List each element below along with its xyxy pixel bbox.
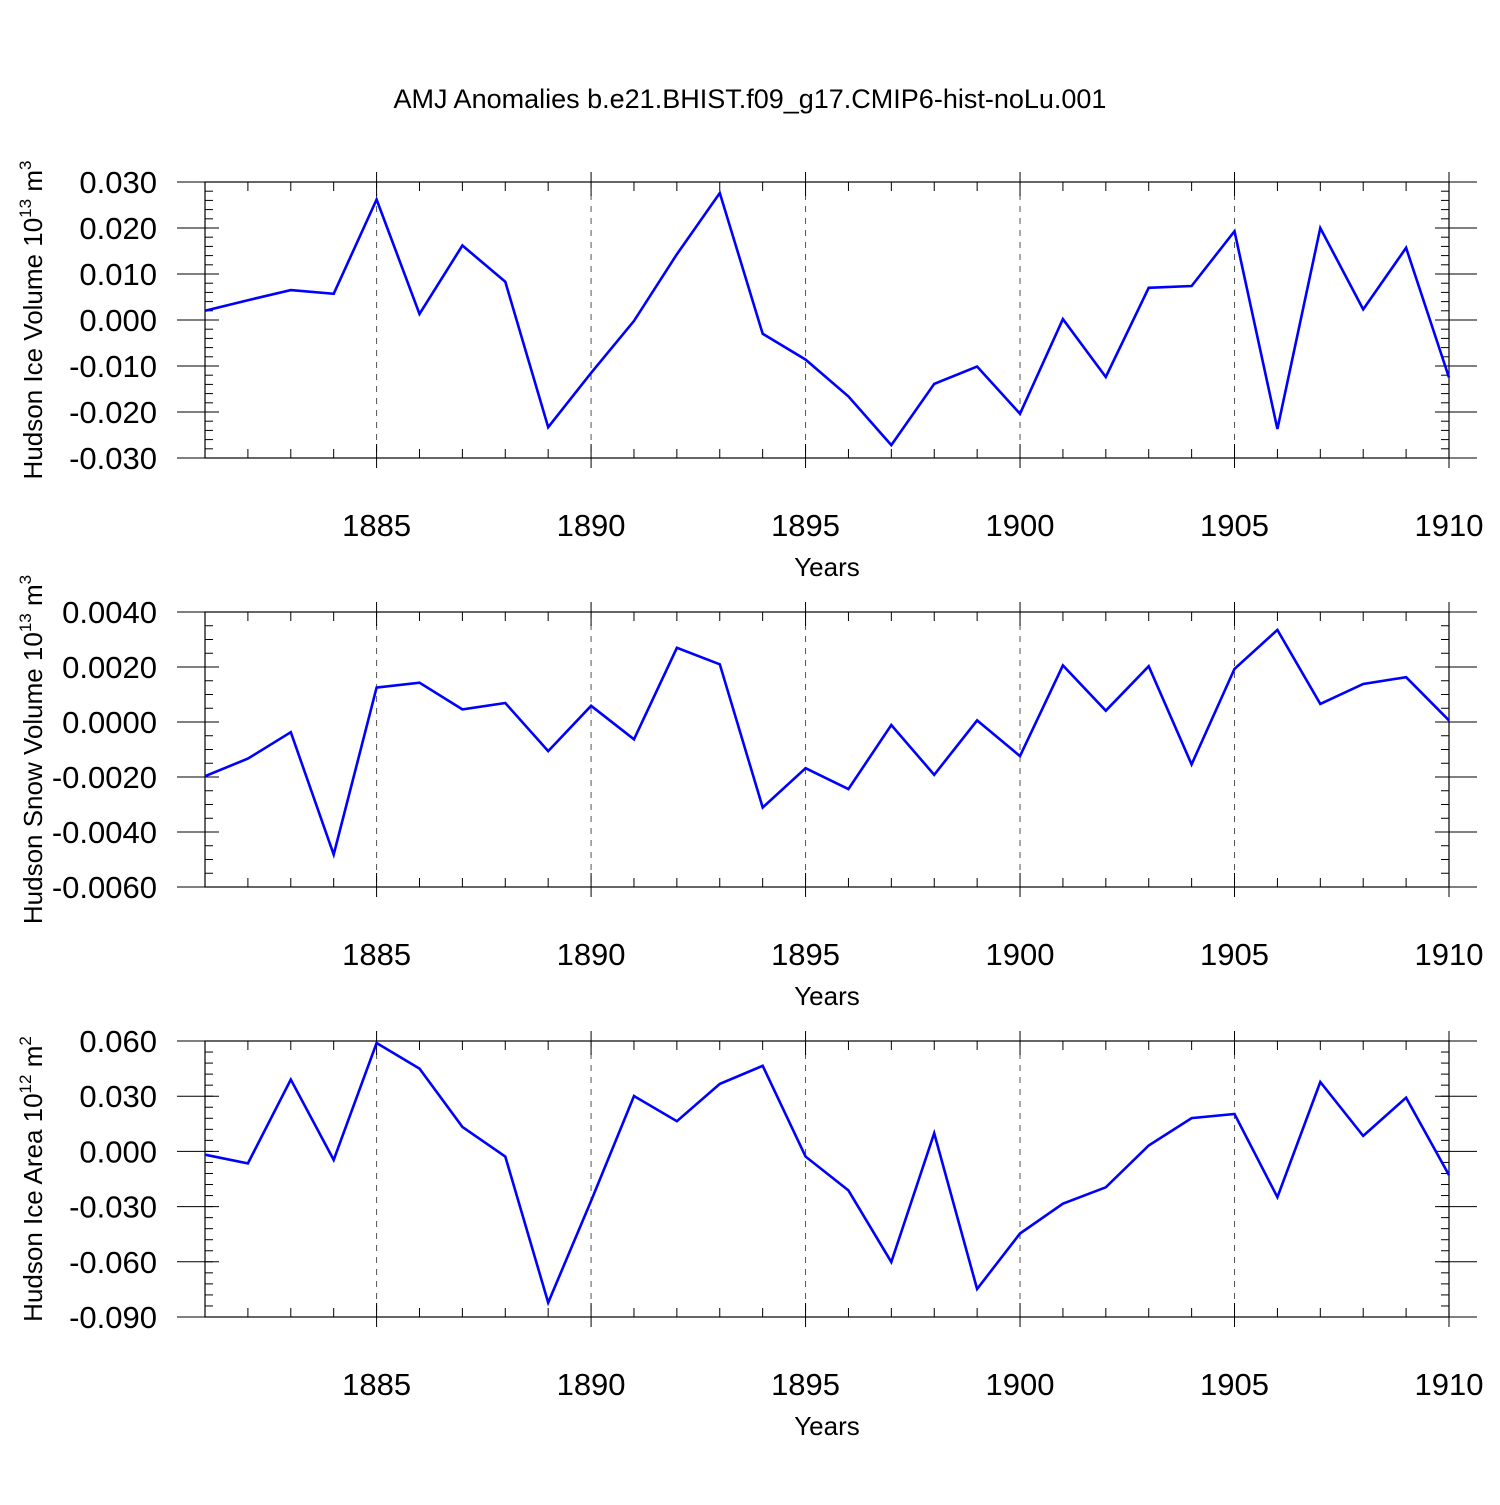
x-tick-label: 1885 [342, 508, 411, 543]
x-axis-label: Years [794, 552, 860, 582]
panel-1: 0.030 0.020 0.010 0.000 -0.010 -0.020 -0.030 18… [16, 161, 1483, 582]
x-tick-label: 1890 [557, 937, 626, 972]
chart-title: AMJ Anomalies b.e21.BHIST.f09_g17.CMIP6-… [0, 84, 1500, 115]
y-tick-label: 0.0020 [62, 650, 157, 685]
y-tick-label: -0.0060 [52, 870, 157, 905]
x-tick-label: 1895 [771, 508, 840, 543]
x-tick-label: 1895 [771, 1367, 840, 1402]
y-tick-label: -0.0020 [52, 760, 157, 795]
x-tick-label: 1905 [1200, 937, 1269, 972]
series-line [205, 1043, 1449, 1303]
x-tick-label: 1905 [1200, 508, 1269, 543]
x-tick-label: 1890 [557, 508, 626, 543]
y-tick-label: 0.000 [79, 303, 157, 338]
plot-frame [205, 612, 1449, 887]
x-axis-label: Years [794, 1411, 860, 1441]
y-tick-label: -0.090 [69, 1300, 157, 1335]
x-tick-label: 1890 [557, 1367, 626, 1402]
plot-frame [205, 182, 1449, 458]
y-tick-label: 0.020 [79, 211, 157, 246]
x-tick-label: 1885 [342, 1367, 411, 1402]
y-tick-label: 0.030 [79, 165, 157, 200]
y-tick-label: -0.030 [69, 1190, 157, 1225]
y-tick-label: -0.0040 [52, 815, 157, 850]
x-tick-label: 1895 [771, 937, 840, 972]
y-tick-label: 0.0040 [62, 595, 157, 630]
x-tick-label: 1910 [1415, 937, 1484, 972]
series-line [205, 630, 1449, 855]
y-tick-label: 0.030 [79, 1079, 157, 1114]
y-tick-label: -0.010 [69, 349, 157, 384]
x-tick-label: 1910 [1415, 1367, 1484, 1402]
y-axis-label: Hudson Snow Volume 1013 m3 [16, 575, 48, 924]
y-tick-label: -0.030 [69, 441, 157, 476]
y-axis-label: Hudson Ice Volume 1013 m3 [16, 161, 48, 480]
x-axis-label: Years [794, 981, 860, 1011]
x-tick-label: 1900 [986, 508, 1055, 543]
x-tick-label: 1885 [342, 937, 411, 972]
y-tick-label: 0.010 [79, 257, 157, 292]
y-tick-label: -0.020 [69, 395, 157, 430]
y-axis-label: Hudson Ice Area 1012 m2 [16, 1036, 48, 1322]
series-line [205, 193, 1449, 445]
panel-2: 0.0040 0.0020 0.0000 -0.0020 -0.0040 -0.0060 1… [16, 575, 1483, 1011]
y-tick-label: 0.000 [79, 1134, 157, 1169]
y-tick-label: 0.0000 [62, 705, 157, 740]
y-tick-label: -0.060 [69, 1245, 157, 1280]
y-tick-label: 0.060 [79, 1024, 157, 1059]
plot-frame [205, 1041, 1449, 1317]
x-tick-label: 1905 [1200, 1367, 1269, 1402]
x-tick-label: 1910 [1415, 508, 1484, 543]
panel-3: 0.060 0.030 0.000 -0.030 -0.060 -0.090 1885 189… [16, 1024, 1483, 1441]
x-tick-label: 1900 [986, 1367, 1055, 1402]
x-tick-label: 1900 [986, 937, 1055, 972]
